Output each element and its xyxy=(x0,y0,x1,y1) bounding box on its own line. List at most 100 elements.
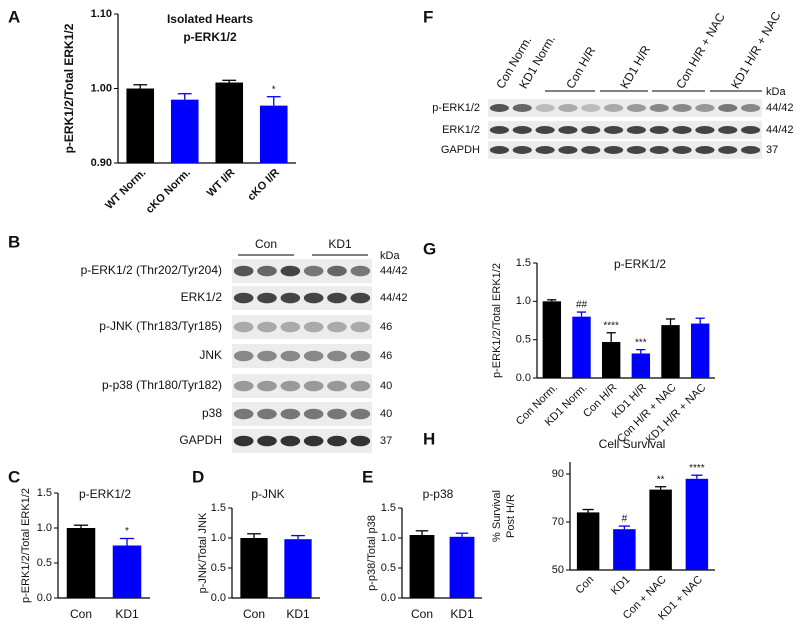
kda-label: 44/42 xyxy=(766,102,794,114)
y-tick-label: 1.10 xyxy=(91,8,112,20)
blot-band xyxy=(257,321,277,333)
blot-band xyxy=(350,292,371,304)
blot-band xyxy=(350,265,371,277)
x-tick-label: Con xyxy=(574,574,597,597)
x-tick-label: KD1 xyxy=(286,607,310,621)
blot-band xyxy=(303,380,324,392)
blot-band xyxy=(280,380,301,392)
blot-band xyxy=(327,435,347,447)
blot-band xyxy=(512,104,532,112)
y-tick-label: 0.5 xyxy=(37,557,52,569)
blot-band xyxy=(350,321,371,333)
blot-band xyxy=(489,126,510,134)
chart-title: Isolated Hearts xyxy=(167,12,253,26)
blot-row-label: p-ERK1/2 (Thr202/Tyr204) xyxy=(81,263,222,277)
y-tick-label: 1.0 xyxy=(211,532,226,544)
blot-row-label: p38 xyxy=(202,406,222,420)
lane-label: Con H/R xyxy=(563,44,598,91)
chart-title: p-ERK1/2 xyxy=(79,487,131,501)
x-tick-label: KD1 xyxy=(115,607,139,621)
blot-band xyxy=(233,321,254,333)
y-tick-label: 0.0 xyxy=(211,592,226,604)
lane-label: KD1 H/R + NAC xyxy=(728,9,783,91)
blot-band xyxy=(535,126,555,134)
group-label: KD1 xyxy=(328,237,352,251)
kda-header: kDa xyxy=(380,250,400,262)
blot-row-label: p-ERK1/2 xyxy=(432,102,480,114)
bar xyxy=(661,325,680,378)
kda-label: 40 xyxy=(380,408,392,420)
blot-band xyxy=(672,126,692,134)
panel-letter: G xyxy=(423,239,436,258)
blot-band xyxy=(649,146,669,154)
blot-band xyxy=(303,435,324,447)
y-tick-label: 1.5 xyxy=(381,502,396,514)
y-tick-label: 1.0 xyxy=(381,532,396,544)
lane-label: KD1 H/R xyxy=(617,43,653,91)
y-tick-label: 50 xyxy=(552,564,564,576)
significance-label: *** xyxy=(635,337,647,348)
blot-band xyxy=(581,146,601,154)
blot-strip xyxy=(232,315,372,339)
blot-band xyxy=(695,104,715,112)
blot-row-label: p-p38 (Thr180/Tyr182) xyxy=(102,378,222,392)
blot-band xyxy=(512,126,532,134)
bar xyxy=(284,539,312,598)
bar xyxy=(649,489,672,570)
blot-band xyxy=(535,104,555,112)
blot-band xyxy=(303,292,324,304)
blot-band xyxy=(280,408,301,420)
panel-letter: A xyxy=(8,7,20,26)
x-tick-label: Con xyxy=(70,607,92,621)
chart-title: p-p38 xyxy=(423,487,454,501)
blot-band xyxy=(718,126,738,134)
blot-band xyxy=(740,126,761,134)
blot-band xyxy=(280,350,301,362)
blot-band xyxy=(233,350,254,362)
y-axis-label: p-ERK1/2/Total ERK1/2 xyxy=(62,23,76,153)
blot-band xyxy=(257,408,277,420)
blot-strip xyxy=(232,374,372,398)
blot-band xyxy=(489,146,510,154)
panel-letter: H xyxy=(423,429,435,448)
blot-band xyxy=(350,408,371,420)
blot-band xyxy=(558,126,578,134)
blot-band xyxy=(581,126,601,134)
y-tick-label: 1.5 xyxy=(37,487,52,499)
y-tick-label: 1.0 xyxy=(516,295,531,307)
blot-band xyxy=(489,104,510,112)
blot-band xyxy=(327,321,347,333)
lane-label: Con H/R + NAC xyxy=(673,10,728,91)
bar xyxy=(240,538,268,598)
x-tick-label: KD1 xyxy=(609,574,633,598)
blot-band xyxy=(581,104,601,112)
chart-title: p-ERK1/2 xyxy=(614,257,666,271)
y-axis-label: p-ERK1/2/Total ERK1/2 xyxy=(491,263,503,378)
chart-subtitle: p-ERK1/2 xyxy=(183,30,237,44)
y-tick-label: 70 xyxy=(552,516,564,528)
kda-label: 44/42 xyxy=(766,124,794,136)
y-axis-label: % Survival xyxy=(491,490,503,542)
bar xyxy=(259,105,288,163)
blot-band xyxy=(233,435,254,447)
blot-row-label: GAPDH xyxy=(441,144,480,156)
bar xyxy=(409,535,435,598)
blot-band xyxy=(327,265,347,277)
bar xyxy=(170,99,199,163)
kda-header: kDa xyxy=(766,86,786,98)
x-tick-label: Con xyxy=(243,607,265,621)
blot-band xyxy=(280,292,301,304)
blot-strip xyxy=(488,99,762,117)
blot-band xyxy=(558,146,578,154)
blot-band xyxy=(257,435,277,447)
panel-letter: F xyxy=(423,7,433,26)
y-tick-label: 0.90 xyxy=(91,157,112,169)
blot-band xyxy=(695,146,715,154)
x-tick-label: Con xyxy=(411,607,433,621)
significance-label: **** xyxy=(603,320,619,331)
blot-band xyxy=(257,265,277,277)
chart-title: Cell Survival xyxy=(599,437,666,451)
x-tick-label: WT Norm. xyxy=(103,167,148,212)
bar xyxy=(66,528,96,598)
